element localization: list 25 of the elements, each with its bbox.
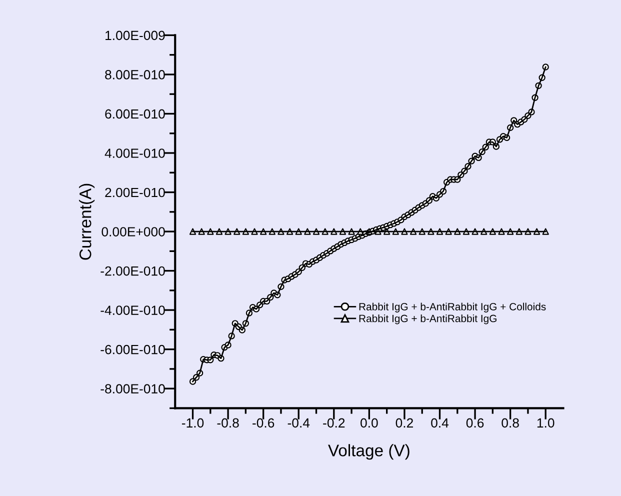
x-axis-title: Voltage (V) [328, 444, 410, 460]
y-axis-title: Current(A) [79, 184, 95, 260]
y-tick-label: 8.00E-010 [105, 70, 165, 80]
legend-label: Rabbit IgG + b-AntiRabbit IgG [359, 314, 496, 324]
y-tick-label: 0.00E+000 [102, 227, 165, 236]
x-tick-label: -0.4 [288, 418, 310, 428]
y-tick-label: 6.00E-010 [105, 109, 165, 119]
y-tick-label: 2.00E-010 [105, 188, 165, 198]
x-tick-label: -0.8 [217, 418, 239, 428]
x-tick-label: 0.6 [466, 418, 484, 428]
legend-label: Rabbit IgG + b-AntiRabbit IgG + Colloids [359, 302, 546, 312]
y-tick-label: -4.00E-010 [100, 306, 165, 315]
x-tick-label: 0.0 [360, 418, 378, 428]
x-tick-label: 0.4 [431, 418, 449, 428]
x-tick-label: -0.2 [323, 418, 345, 428]
x-tick-label: 1.0 [537, 418, 554, 428]
x-tick-label: 0.2 [396, 418, 413, 428]
y-tick-label: -8.00E-010 [100, 384, 165, 394]
y-tick-label: -2.00E-010 [100, 266, 165, 276]
x-tick-label: -1.0 [182, 418, 204, 428]
y-tick-label: -6.00E-010 [100, 344, 165, 354]
x-tick-label: 0.8 [502, 418, 519, 428]
y-tick-label: 4.00E-010 [104, 148, 165, 158]
y-tick-label: 1.00E-009 [106, 30, 165, 40]
x-tick-label: -0.6 [252, 418, 274, 428]
